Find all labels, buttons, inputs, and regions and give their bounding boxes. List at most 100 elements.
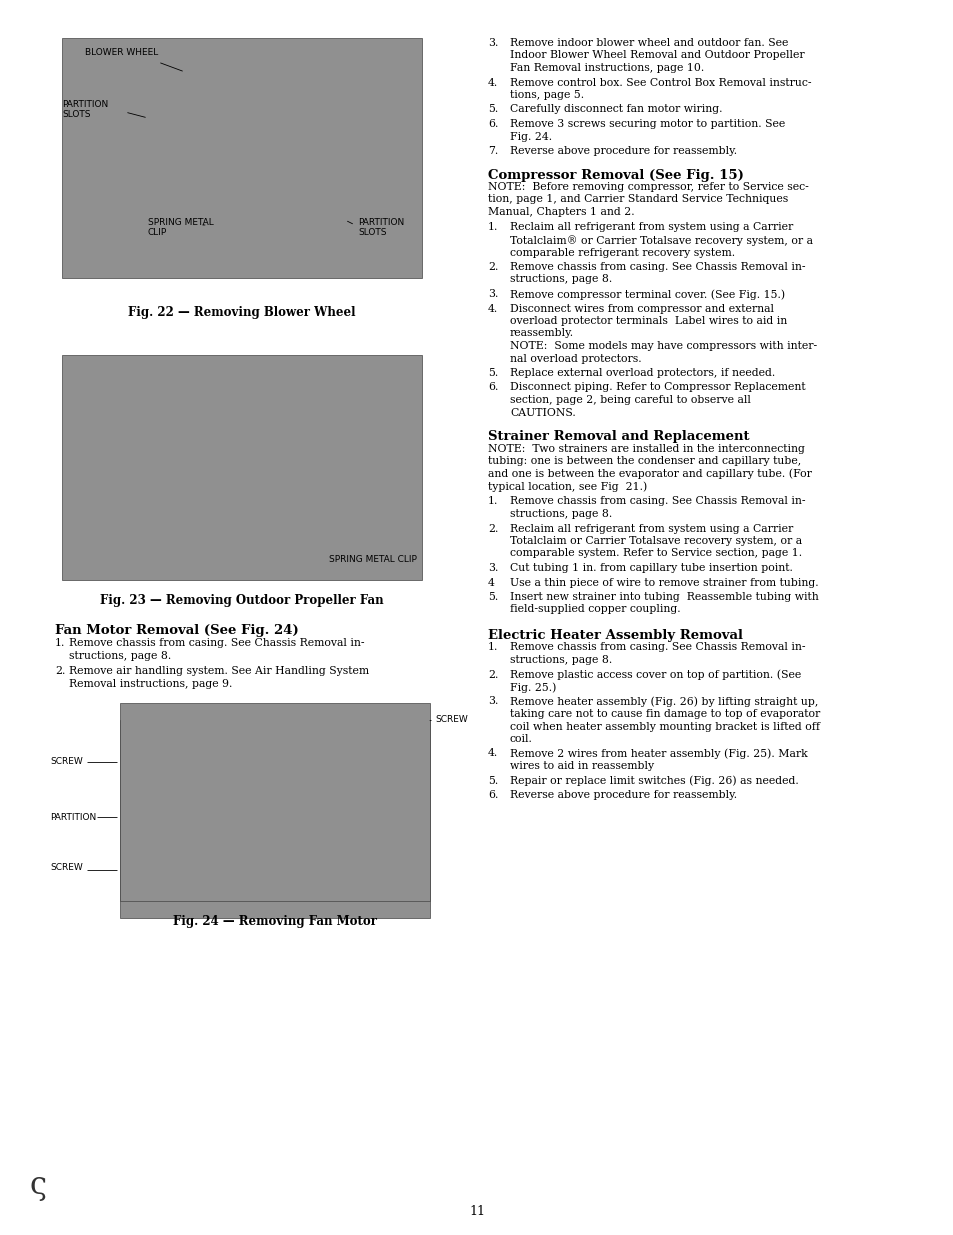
Text: PARTITION
SLOTS: PARTITION SLOTS	[357, 219, 404, 237]
Text: Remove control box. See Control Box Removal instruc-: Remove control box. See Control Box Remo…	[510, 78, 811, 88]
Text: Removal instructions, page 9.: Removal instructions, page 9.	[69, 679, 233, 689]
Text: SCREW: SCREW	[435, 715, 467, 724]
Bar	[120, 720, 430, 918]
Text: section, page 2, being careful to observe all: section, page 2, being careful to observ…	[510, 395, 750, 405]
Text: Disconnect wires from compressor and external: Disconnect wires from compressor and ext…	[510, 304, 773, 314]
Text: Totalclaim or Carrier Totalsave recovery system, or a: Totalclaim or Carrier Totalsave recovery…	[510, 536, 801, 546]
Text: Fig. 24 — Removing Fan Motor: Fig. 24 — Removing Fan Motor	[172, 914, 376, 927]
Text: 5.: 5.	[488, 592, 497, 601]
Text: Remove chassis from casing. See Chassis Removal in-: Remove chassis from casing. See Chassis …	[510, 642, 804, 652]
Text: 1.: 1.	[488, 496, 497, 506]
Text: nal overload protectors.: nal overload protectors.	[510, 353, 641, 363]
Text: field-supplied copper coupling.: field-supplied copper coupling.	[510, 604, 679, 615]
Text: Indoor Blower Wheel Removal and Outdoor Propeller: Indoor Blower Wheel Removal and Outdoor …	[510, 51, 803, 61]
Text: 4: 4	[488, 578, 495, 588]
Text: PARTITION
SLOTS: PARTITION SLOTS	[62, 100, 108, 120]
Text: comparable refrigerant recovery system.: comparable refrigerant recovery system.	[510, 247, 735, 258]
Text: structions, page 8.: structions, page 8.	[510, 655, 612, 664]
Text: typical location, see Fig  21.): typical location, see Fig 21.)	[488, 480, 646, 492]
Text: Reclaim all refrigerant from system using a Carrier: Reclaim all refrigerant from system usin…	[510, 222, 792, 232]
Text: 2.: 2.	[55, 667, 66, 677]
Bar	[62, 38, 421, 278]
Text: Remove indoor blower wheel and outdoor fan. See: Remove indoor blower wheel and outdoor f…	[510, 38, 787, 48]
Text: Remove chassis from casing. See Chassis Removal in-: Remove chassis from casing. See Chassis …	[69, 638, 364, 648]
Text: Remove chassis from casing. See Chassis Removal in-: Remove chassis from casing. See Chassis …	[510, 496, 804, 506]
Text: Fig. 25.): Fig. 25.)	[510, 682, 556, 693]
Text: 7.: 7.	[488, 146, 497, 156]
Text: Insert new strainer into tubing  Reassemble tubing with: Insert new strainer into tubing Reassemb…	[510, 592, 818, 601]
Text: 3.: 3.	[488, 289, 497, 299]
Text: PARTITION: PARTITION	[50, 813, 96, 821]
Text: NOTE:  Before removing compressor, refer to Service sec-: NOTE: Before removing compressor, refer …	[488, 182, 808, 191]
Text: Remove compressor terminal cover. (See Fig. 15.): Remove compressor terminal cover. (See F…	[510, 289, 784, 300]
Text: 3.: 3.	[488, 38, 497, 48]
Text: 5.: 5.	[488, 105, 497, 115]
Text: 2.: 2.	[488, 669, 497, 679]
Text: ς: ς	[30, 1170, 47, 1200]
Text: Fig. 24.: Fig. 24.	[510, 131, 552, 142]
Text: CAUTIONS.: CAUTIONS.	[510, 408, 576, 417]
Text: Fan Removal instructions, page 10.: Fan Removal instructions, page 10.	[510, 63, 703, 73]
Text: and one is between the evaporator and capillary tube. (For: and one is between the evaporator and ca…	[488, 468, 811, 479]
Text: coil when heater assembly mounting bracket is lifted off: coil when heater assembly mounting brack…	[510, 721, 820, 731]
Text: Reverse above procedure for reassembly.: Reverse above procedure for reassembly.	[510, 790, 737, 800]
Text: structions, page 8.: structions, page 8.	[510, 509, 612, 519]
Bar	[62, 354, 421, 580]
Text: Remove plastic access cover on top of partition. (See: Remove plastic access cover on top of pa…	[510, 669, 801, 680]
Text: 1.: 1.	[488, 642, 497, 652]
Text: 6.: 6.	[488, 119, 497, 128]
Text: Remove air handling system. See Air Handling System: Remove air handling system. See Air Hand…	[69, 667, 369, 677]
Text: 3.: 3.	[488, 563, 497, 573]
Text: 4.: 4.	[488, 78, 497, 88]
Text: Reverse above procedure for reassembly.: Reverse above procedure for reassembly.	[510, 146, 737, 156]
Text: Strainer Removal and Replacement: Strainer Removal and Replacement	[488, 430, 749, 443]
Text: coil.: coil.	[510, 734, 533, 743]
Text: reassembly.: reassembly.	[510, 329, 574, 338]
Text: 4.: 4.	[488, 748, 497, 758]
Text: 1.: 1.	[55, 638, 66, 648]
Text: Repair or replace limit switches (Fig. 26) as needed.: Repair or replace limit switches (Fig. 2…	[510, 776, 798, 785]
Text: Fig. 23 — Removing Outdoor Propeller Fan: Fig. 23 — Removing Outdoor Propeller Fan	[100, 594, 383, 606]
Text: 11: 11	[469, 1205, 484, 1218]
Text: comparable system. Refer to Service section, page 1.: comparable system. Refer to Service sect…	[510, 548, 801, 558]
Text: overload protector terminals  Label wires to aid in: overload protector terminals Label wires…	[510, 316, 786, 326]
Text: 1.: 1.	[488, 222, 497, 232]
Text: tubing: one is between the condenser and capillary tube,: tubing: one is between the condenser and…	[488, 456, 801, 466]
Text: 3.: 3.	[488, 697, 497, 706]
Text: SPRING METAL
CLIP: SPRING METAL CLIP	[148, 219, 213, 237]
Text: tions, page 5.: tions, page 5.	[510, 90, 583, 100]
Text: Totalclaim® or Carrier Totalsave recovery system, or a: Totalclaim® or Carrier Totalsave recover…	[510, 235, 812, 246]
Text: NOTE:  Two strainers are installed in the interconnecting: NOTE: Two strainers are installed in the…	[488, 443, 804, 453]
Text: tion, page 1, and Carrier Standard Service Techniques: tion, page 1, and Carrier Standard Servi…	[488, 194, 787, 205]
Text: Fan Motor Removal (See Fig. 24): Fan Motor Removal (See Fig. 24)	[55, 624, 298, 637]
Text: 5.: 5.	[488, 368, 497, 378]
Text: BLOWER WHEEL: BLOWER WHEEL	[85, 48, 158, 57]
Text: SCREW: SCREW	[50, 757, 83, 767]
Text: Replace external overload protectors, if needed.: Replace external overload protectors, if…	[510, 368, 775, 378]
Text: SPRING METAL CLIP: SPRING METAL CLIP	[329, 555, 416, 564]
Text: Carefully disconnect fan motor wiring.: Carefully disconnect fan motor wiring.	[510, 105, 721, 115]
Text: SCREW: SCREW	[50, 862, 83, 872]
Bar	[120, 703, 430, 900]
Text: NOTE:  Some models may have compressors with inter-: NOTE: Some models may have compressors w…	[510, 341, 817, 351]
Text: Reclaim all refrigerant from system using a Carrier: Reclaim all refrigerant from system usin…	[510, 524, 792, 534]
Text: 2.: 2.	[488, 524, 497, 534]
Text: Compressor Removal (See Fig. 15): Compressor Removal (See Fig. 15)	[488, 168, 743, 182]
Text: Disconnect piping. Refer to Compressor Replacement: Disconnect piping. Refer to Compressor R…	[510, 383, 804, 393]
Text: Manual, Chapters 1 and 2.: Manual, Chapters 1 and 2.	[488, 207, 634, 217]
Text: wires to aid in reassembly: wires to aid in reassembly	[510, 761, 654, 771]
Text: 5.: 5.	[488, 776, 497, 785]
Text: 6.: 6.	[488, 383, 497, 393]
Text: Remove heater assembly (Fig. 26) by lifting straight up,: Remove heater assembly (Fig. 26) by lift…	[510, 697, 818, 708]
Text: Fig. 22 — Removing Blower Wheel: Fig. 22 — Removing Blower Wheel	[128, 306, 355, 319]
Text: Cut tubing 1 in. from capillary tube insertion point.: Cut tubing 1 in. from capillary tube ins…	[510, 563, 792, 573]
Text: Remove 2 wires from heater assembly (Fig. 25). Mark: Remove 2 wires from heater assembly (Fig…	[510, 748, 807, 760]
Text: Remove 3 screws securing motor to partition. See: Remove 3 screws securing motor to partit…	[510, 119, 784, 128]
Text: 2.: 2.	[488, 262, 497, 272]
Text: Use a thin piece of wire to remove strainer from tubing.: Use a thin piece of wire to remove strai…	[510, 578, 818, 588]
Text: 6.: 6.	[488, 790, 497, 800]
Text: structions, page 8.: structions, page 8.	[69, 651, 172, 661]
Text: 4.: 4.	[488, 304, 497, 314]
Text: Remove chassis from casing. See Chassis Removal in-: Remove chassis from casing. See Chassis …	[510, 262, 804, 272]
Text: taking care not to cause fin damage to top of evaporator: taking care not to cause fin damage to t…	[510, 709, 820, 719]
